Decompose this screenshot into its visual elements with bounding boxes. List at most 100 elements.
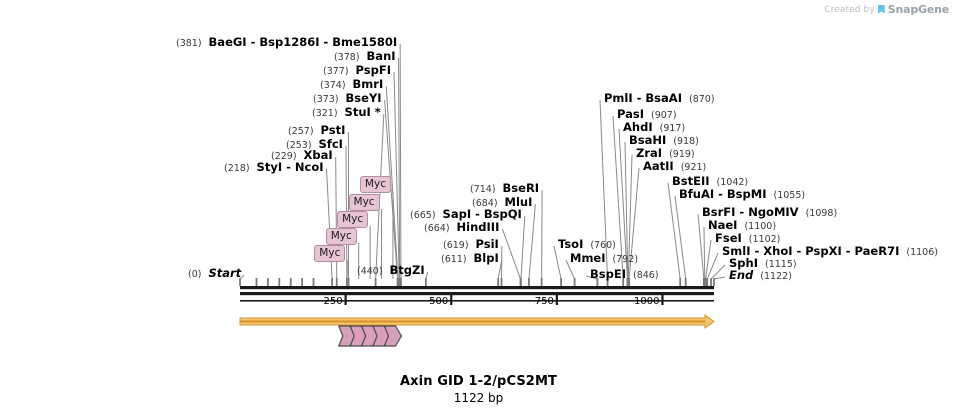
enzyme-site-label[interactable]: (684) MluI [472, 196, 532, 210]
enzyme-name[interactable]: Bsp1286I [259, 35, 320, 49]
enzyme-site-label[interactable]: SphI (1115) [729, 257, 797, 271]
enzyme-name[interactable]: PasI [617, 107, 645, 121]
enzyme-name[interactable]: XhoI [763, 244, 793, 258]
enzyme-name[interactable]: PmlI [604, 91, 633, 105]
ruler-tick-label: 500 [429, 296, 449, 307]
enzyme-site-label[interactable]: (374) BmrI [320, 78, 383, 92]
cut-site-tick [540, 278, 543, 286]
enzyme-name[interactable]: BlpI [473, 251, 499, 265]
enzyme-site-label[interactable]: End (1122) [729, 269, 792, 283]
enzyme-site-label[interactable]: PmlI - BsaAI (870) [604, 92, 715, 106]
cut-site-tick [239, 278, 241, 286]
enzyme-name[interactable]: MmeI [570, 251, 606, 265]
enzyme-site-label[interactable]: BstEII (1042) [672, 175, 748, 189]
enzyme-site-label[interactable]: (378) BanI [334, 50, 396, 64]
enzyme-name[interactable]: SmlI [722, 244, 751, 258]
enzyme-name[interactable]: SfcI [318, 137, 343, 151]
myc-feature-label[interactable]: Myc [359, 176, 391, 193]
enzyme-site-label[interactable]: ZraI (919) [636, 147, 695, 161]
myc-feature-label[interactable]: Myc [348, 194, 380, 211]
enzyme-name[interactable]: BsaHI [629, 133, 667, 147]
enzyme-name[interactable]: SapI [442, 207, 472, 221]
enzyme-site-label[interactable]: BspEI (846) [590, 268, 659, 282]
enzyme-name[interactable]: BfuAI [679, 187, 715, 201]
enzyme-site-label[interactable]: BfuAI - BspMI (1055) [679, 188, 805, 202]
enzyme-name[interactable]: MluI [504, 195, 533, 209]
enzyme-site-label[interactable]: SmlI - XhoI - PspXI - PaeR7I (1106) [722, 245, 938, 259]
enzyme-site-label[interactable]: AatII (921) [643, 160, 706, 174]
enzyme-name[interactable]: PaeR7I [854, 244, 900, 258]
enzyme-site-label[interactable]: (0) Start [188, 267, 241, 281]
enzyme-name[interactable]: End [729, 268, 754, 282]
enzyme-site-label[interactable]: (373) BseYI [313, 92, 382, 106]
cut-site-tick [347, 278, 350, 286]
enzyme-name[interactable]: PspXI [805, 244, 842, 258]
enzyme-site-label[interactable]: (321) StuI * [312, 106, 381, 120]
enzyme-name[interactable]: NaeI [708, 218, 738, 232]
enzyme-site-label[interactable]: (440) BtgZI [357, 264, 425, 278]
enzyme-site-label[interactable]: TsoI (760) [558, 238, 616, 252]
enzyme-name[interactable]: TsoI [558, 237, 584, 251]
enzyme-site-label[interactable]: (611) BlpI [441, 252, 499, 266]
enzyme-site-label[interactable]: (665) SapI - BspQI [410, 208, 522, 222]
enzyme-site-label[interactable]: MmeI (792) [570, 252, 638, 266]
enzyme-name[interactable]: XbaI [303, 148, 333, 162]
enzyme-name[interactable]: AhdI [623, 120, 653, 134]
enzyme-site-label[interactable]: BsaHI (918) [629, 134, 699, 148]
enzyme-site-label[interactable]: BsrFI - NgoMIV (1098) [702, 206, 837, 220]
enzyme-name[interactable]: ZraI [636, 146, 663, 160]
enzyme-name[interactable]: BtgZI [389, 263, 425, 277]
orf-arrow-centerline [240, 320, 705, 323]
enzyme-name[interactable]: BseYI [345, 91, 382, 105]
enzyme-name[interactable]: BspMI [726, 187, 767, 201]
enzyme-site-label[interactable]: (714) BseRI [470, 182, 539, 196]
enzyme-site-label[interactable]: (257) PstI [288, 124, 345, 138]
enzyme-site-label[interactable]: NaeI (1100) [708, 219, 776, 233]
enzyme-name[interactable]: BseRI [502, 181, 540, 195]
enzyme-name[interactable]: PsiI [475, 237, 499, 251]
enzyme-name[interactable]: FseI [715, 231, 742, 245]
enzyme-name[interactable]: Start [208, 266, 242, 280]
enzyme-site-label[interactable]: (218) StyI - NcoI [224, 161, 324, 175]
enzyme-name[interactable]: AatII [643, 159, 674, 173]
enzyme-name[interactable]: BmrI [352, 77, 384, 91]
enzyme-position: (374) [320, 80, 346, 91]
enzyme-position: (257) [288, 126, 314, 137]
enzyme-name[interactable]: HindIII [456, 220, 500, 234]
enzyme-name[interactable]: NcoI [294, 160, 324, 174]
cut-site-tick [713, 278, 715, 286]
enzyme-name[interactable]: PstI [320, 123, 346, 137]
enzyme-site-label[interactable]: (664) HindIII [424, 221, 499, 235]
enzyme-site-label[interactable]: (377) PspFI [323, 64, 391, 78]
enzyme-position: (919) [669, 149, 695, 160]
myc-feature-label[interactable]: Myc [325, 228, 357, 245]
enzyme-site-label[interactable]: PasI (907) [617, 108, 677, 122]
cut-site-tick [278, 278, 281, 286]
enzyme-name[interactable]: BsrFI [702, 205, 736, 219]
enzyme-site-label[interactable]: (381) BaeGI - Bsp1286I - Bme1580I [176, 36, 397, 50]
enzyme-name[interactable]: SphI [729, 256, 758, 270]
cut-site-tick [684, 278, 687, 286]
myc-feature-label[interactable]: Myc [337, 211, 369, 228]
enzyme-name[interactable]: StuI * [344, 105, 381, 119]
myc-feature-arrow[interactable] [383, 325, 403, 347]
enzyme-name[interactable]: NgoMIV [748, 205, 799, 219]
myc-feature-label[interactable]: Myc [314, 245, 346, 262]
enzyme-site-label[interactable]: AhdI (917) [623, 121, 685, 135]
enzyme-name[interactable]: BaeGI [208, 35, 247, 49]
enzyme-name[interactable]: BanI [366, 49, 396, 63]
enzyme-name[interactable]: Bme1580I [332, 35, 398, 49]
enzyme-site-label[interactable]: (229) XbaI [271, 149, 333, 163]
cut-site-tick [679, 278, 682, 286]
enzyme-name[interactable]: BstEII [672, 174, 710, 188]
enzyme-position: (440) [357, 266, 383, 277]
enzyme-name[interactable]: BspEI [590, 267, 626, 281]
enzyme-site-label[interactable]: (253) SfcI [286, 138, 343, 152]
enzyme-name[interactable]: BspQI [483, 207, 522, 221]
cut-site-tick [596, 278, 599, 286]
enzyme-site-label[interactable]: (619) PsiI [443, 238, 499, 252]
enzyme-site-label[interactable]: FseI (1102) [715, 232, 780, 246]
enzyme-name[interactable]: PspFI [355, 63, 391, 77]
enzyme-name[interactable]: BsaAI [645, 91, 682, 105]
enzyme-name[interactable]: StyI [256, 160, 283, 174]
